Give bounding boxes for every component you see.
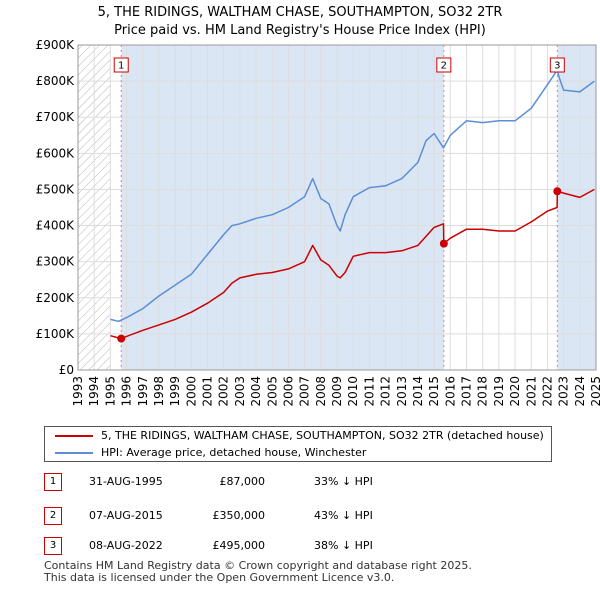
y-tick-label: £500K	[36, 182, 76, 196]
y-tick-label: £300K	[36, 255, 76, 269]
series-line-hpi	[110, 69, 595, 323]
x-tick-label: 1994	[87, 376, 101, 407]
footer-attribution: Contains HM Land Registry data © Crown c…	[44, 560, 472, 584]
y-tick-label: £900K	[36, 38, 76, 52]
y-tick-label: £400K	[36, 219, 76, 233]
x-tick-label: 2023	[557, 376, 571, 407]
sale-marker-box	[549, 57, 565, 73]
sale-row: 1 31-AUG-1995 £87,000 33% ↓ HPI	[44, 472, 484, 492]
x-tick-label: 2021	[524, 376, 538, 407]
legend-item-hpi: HPI: Average price, detached house, Winc…	[55, 445, 366, 461]
x-tick-label: 2005	[265, 376, 279, 407]
x-tick-label: 2012	[379, 376, 393, 407]
chart-title-line2: Price paid vs. HM Land Registry's House …	[114, 23, 486, 38]
sale-point	[439, 239, 448, 248]
sale-marker-label: 1	[118, 61, 124, 72]
x-tick-label: 2022	[540, 376, 554, 407]
plot-frame	[77, 44, 597, 371]
sale-marker-box	[436, 57, 452, 73]
sale-row: 3 08-AUG-2022 £495,000 38% ↓ HPI	[44, 536, 484, 556]
x-tick-label: 2015	[427, 376, 441, 407]
sale-row: 2 07-AUG-2015 £350,000 43% ↓ HPI	[44, 506, 484, 526]
x-tick-label: 2003	[233, 376, 247, 407]
sale-number-badge: 2	[44, 507, 62, 525]
x-tick-label: 2017	[460, 376, 474, 407]
x-tick-label: 2018	[476, 376, 490, 407]
x-tick-label: 2025	[589, 376, 600, 407]
chart-title: 5, THE RIDINGS, WALTHAM CHASE, SOUTHAMPT…	[0, 4, 600, 40]
sale-date: 08-AUG-2022	[89, 539, 163, 552]
y-tick-label: £600K	[36, 146, 76, 160]
sale-point	[553, 187, 562, 196]
sale-price: £87,000	[219, 475, 266, 488]
y-tick-label: £200K	[36, 291, 76, 305]
x-tick-label: 1995	[103, 376, 117, 407]
sale-marker-label: 3	[554, 61, 560, 72]
sale-number-badge: 1	[44, 473, 62, 491]
sale-date: 31-AUG-1995	[89, 475, 163, 488]
x-tick-label: 2000	[184, 376, 198, 407]
series-line-property	[110, 188, 595, 340]
x-tick-label: 2013	[395, 376, 409, 407]
y-tick-label: £0	[59, 363, 74, 377]
sale-hpi-diff: 38% ↓ HPI	[314, 539, 373, 552]
legend-swatch-property	[55, 435, 93, 437]
chart-title-line1: 5, THE RIDINGS, WALTHAM CHASE, SOUTHAMPT…	[97, 5, 503, 20]
price-chart: £0 £100K £200K £300K £400K £500K £600K £700K £80…	[36, 38, 600, 407]
sale-hpi-diff: 33% ↓ HPI	[314, 475, 373, 488]
legend-label-hpi: HPI: Average price, detached house, Winc…	[101, 446, 367, 459]
x-tick-label: 1996	[120, 376, 134, 407]
x-tick-label: 2006	[281, 376, 295, 407]
x-tick-label: 2001	[201, 376, 215, 407]
x-tick-label: 2016	[443, 376, 457, 407]
y-tick-label: £100K	[36, 327, 76, 341]
sale-date: 07-AUG-2015	[89, 509, 163, 522]
x-tick-label: 2024	[573, 376, 587, 407]
chart-legend: 5, THE RIDINGS, WALTHAM CHASE, SOUTHAMPT…	[44, 426, 552, 462]
x-tick-label: 1997	[136, 376, 150, 407]
sale-marker-label: 2	[441, 61, 447, 72]
y-tick-label: £800K	[36, 74, 76, 88]
x-tick-label: 2004	[249, 376, 263, 407]
x-tick-label: 2019	[492, 376, 506, 407]
legend-item-property: 5, THE RIDINGS, WALTHAM CHASE, SOUTHAMPT…	[55, 428, 544, 444]
sale-price: £495,000	[212, 539, 266, 552]
x-tick-label: 2010	[346, 376, 360, 407]
legend-swatch-hpi	[55, 452, 93, 454]
sale-marker-box	[113, 57, 129, 73]
x-tick-label: 2020	[508, 376, 522, 407]
x-tick-label: 2009	[330, 376, 344, 407]
x-tick-label: 1998	[152, 376, 166, 407]
sale-point	[117, 334, 126, 343]
footer-line1: Contains HM Land Registry data © Crown c…	[44, 559, 472, 572]
sale-period-shade	[557, 45, 596, 370]
footer-line2: This data is licensed under the Open Gov…	[44, 571, 395, 584]
x-tick-label: 2014	[411, 376, 425, 407]
x-tick-label: 1993	[71, 376, 85, 407]
x-tick-label: 2002	[217, 376, 231, 407]
sale-price: £350,000	[212, 509, 266, 522]
x-tick-label: 1999	[168, 376, 182, 407]
legend-label-property: 5, THE RIDINGS, WALTHAM CHASE, SOUTHAMPT…	[101, 429, 544, 442]
sale-number-badge: 3	[44, 537, 62, 555]
sale-hpi-diff: 43% ↓ HPI	[314, 509, 373, 522]
x-tick-label: 2008	[314, 376, 328, 407]
x-tick-label: 2011	[362, 376, 376, 407]
x-tick-label: 2007	[298, 376, 312, 407]
y-tick-label: £700K	[36, 110, 76, 124]
